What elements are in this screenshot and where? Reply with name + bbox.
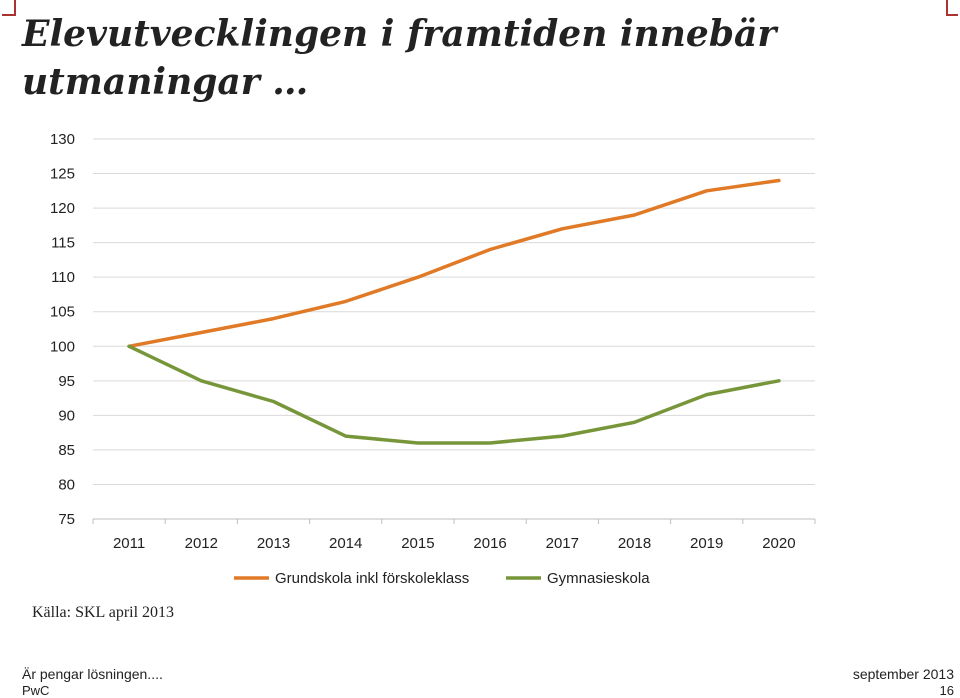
x-tick-label: 2014 (329, 535, 362, 552)
y-tick-label: 125 (50, 166, 75, 183)
x-tick-label: 2020 (762, 535, 795, 552)
legend-label-1: Grundskola inkl förskoleklass (275, 570, 469, 587)
y-tick-label: 105 (50, 304, 75, 321)
footer-company: PwC (22, 683, 49, 698)
y-tick-label: 90 (58, 407, 75, 424)
y-tick-label: 95 (58, 373, 75, 390)
x-axis: 2011 2012 2013 2014 2015 2016 2017 2018 2019 2020 (93, 519, 815, 552)
x-tick-label: 2019 (690, 535, 723, 552)
legend: Grundskola inkl förskoleklass Gymnasiesko… (234, 570, 650, 587)
y-tick-label: 80 (58, 476, 75, 493)
y-axis-ticks: 75 80 85 90 95 100 105 110 115 120 125 130 (50, 131, 75, 528)
series-line-1 (129, 181, 779, 347)
x-tick-label: 2012 (185, 535, 218, 552)
legend-label-2: Gymnasieskola (547, 570, 650, 587)
y-tick-label: 75 (58, 511, 75, 528)
y-tick-label: 130 (50, 131, 75, 148)
footer-date: september 2013 (853, 666, 954, 682)
y-tick-label: 100 (50, 338, 75, 355)
y-tick-label: 85 (58, 442, 75, 459)
x-tick-label: 2016 (473, 535, 506, 552)
x-tick-label: 2013 (257, 535, 290, 552)
x-tick-label: 2015 (401, 535, 434, 552)
y-tick-label: 115 (51, 235, 75, 252)
y-tick-label: 120 (50, 200, 75, 217)
series-line-2 (129, 346, 779, 443)
y-tick-label: 110 (51, 269, 75, 286)
source-note: Källa: SKL april 2013 (32, 604, 174, 622)
x-tick-label: 2018 (618, 535, 651, 552)
x-tick-label: 2011 (113, 535, 145, 552)
footer-presentation-title: Är pengar lösningen.... (22, 666, 163, 682)
x-tick-label: 2017 (546, 535, 579, 552)
footer-page-number: 16 (940, 683, 954, 698)
